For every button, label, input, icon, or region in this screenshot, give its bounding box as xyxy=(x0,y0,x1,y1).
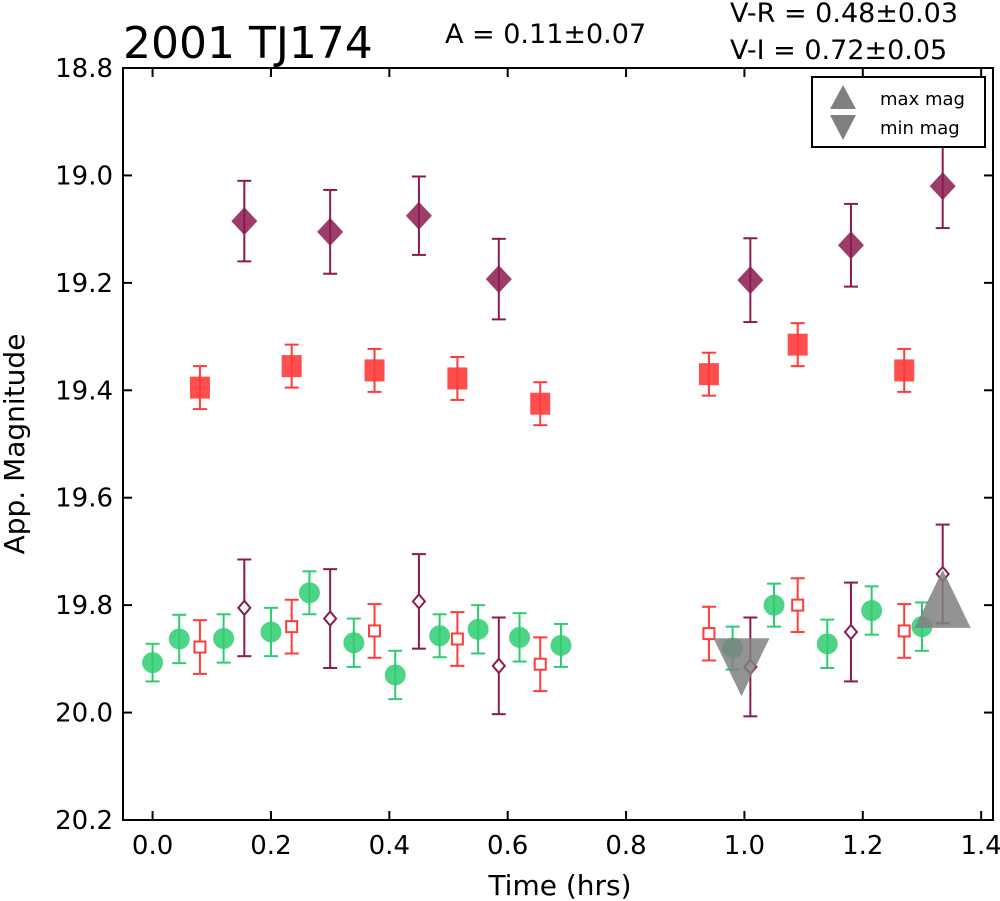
x-tick-label: 0.6 xyxy=(487,831,528,861)
x-axis-label: Time (hrs) xyxy=(487,869,631,901)
data-point-circle xyxy=(763,594,785,616)
max-mag-marker xyxy=(914,569,971,628)
data-point-square xyxy=(364,359,385,382)
y-tick-label: 19.4 xyxy=(55,376,113,406)
data-point-open-diamond xyxy=(843,623,859,641)
data-point-open-square xyxy=(368,624,382,638)
x-tick-label: 1.0 xyxy=(724,831,765,861)
legend-min-mag-marker xyxy=(830,115,856,140)
data-point-circle xyxy=(467,618,489,640)
data-point-open-diamond xyxy=(322,610,338,628)
x-tick-label: 0.4 xyxy=(369,831,410,861)
y-tick-label: 19.0 xyxy=(55,161,113,191)
data-point-circle xyxy=(429,625,451,647)
data-point-open-square xyxy=(791,598,805,612)
x-tick-label: 0.2 xyxy=(250,831,291,861)
data-point-circle xyxy=(509,626,531,648)
data-point-open-square xyxy=(533,657,547,671)
data-point-square xyxy=(787,333,808,356)
legend-max-mag-marker xyxy=(830,85,856,109)
data-point-open-diamond xyxy=(411,592,427,610)
data-point-open-square xyxy=(702,627,716,641)
data-point-circle xyxy=(861,600,883,622)
data-point-circle xyxy=(816,633,838,655)
data-point-circle xyxy=(343,632,365,654)
data-point-square xyxy=(894,359,915,382)
data-point-diamond xyxy=(485,265,512,294)
data-point-diamond xyxy=(317,217,344,246)
data-point-diamond xyxy=(405,201,432,230)
data-point-square xyxy=(189,376,210,399)
data-point-circle xyxy=(298,582,320,604)
y-tick-label: 19.6 xyxy=(55,484,113,514)
color-index-vi: V-I = 0.72±0.05 xyxy=(730,35,947,66)
data-point-open-square xyxy=(897,624,911,638)
data-point-open-square xyxy=(450,632,464,646)
data-point-circle xyxy=(260,621,282,643)
min-mag-marker xyxy=(713,638,770,697)
legend-max-mag-label: max mag xyxy=(880,89,965,110)
data-layer xyxy=(142,143,971,718)
data-point-square xyxy=(281,355,302,378)
data-point-open-diamond xyxy=(491,657,507,675)
y-tick-label: 18.8 xyxy=(55,54,113,84)
data-point-square xyxy=(698,363,719,386)
axes: 0.0 0.2 0.4 0.6 0.8 1.0 1.2 1.4 18.8 19.0 19.2 19.4… xyxy=(55,54,1000,861)
y-tick-label: 19.8 xyxy=(55,591,113,621)
y-tick-label: 19.2 xyxy=(55,269,113,299)
data-point-diamond xyxy=(231,207,258,236)
y-tick-label: 20.0 xyxy=(55,699,113,729)
data-point-open-square xyxy=(285,620,299,634)
amplitude-text: A = 0.11±0.07 xyxy=(445,19,646,50)
x-tick-label: 1.2 xyxy=(842,831,883,861)
data-point-circle xyxy=(168,628,190,650)
data-point-diamond xyxy=(737,266,764,295)
chart-title: 2001 TJ174 xyxy=(123,18,373,69)
data-point-circle xyxy=(142,652,164,674)
plot-frame xyxy=(122,67,994,821)
x-tick-label: 1.4 xyxy=(960,831,1000,861)
data-point-open-diamond xyxy=(237,599,252,617)
x-tick-label: 0.8 xyxy=(605,831,646,861)
data-point-circle xyxy=(384,664,406,686)
y-tick-label: 20.2 xyxy=(55,806,113,836)
legend-min-mag-label: min mag xyxy=(880,118,960,139)
data-point-square xyxy=(447,367,468,390)
data-point-diamond xyxy=(929,172,956,201)
data-point-square xyxy=(530,392,551,415)
legend: max mag min mag xyxy=(811,76,986,148)
color-index-vr: V-R = 0.48±0.03 xyxy=(730,0,958,29)
data-point-open-square xyxy=(193,640,207,654)
y-axis-label: App. Magnitude xyxy=(0,334,31,555)
x-tick-label: 0.0 xyxy=(132,831,173,861)
data-point-circle xyxy=(550,634,572,656)
data-point-circle xyxy=(213,627,235,649)
data-point-diamond xyxy=(837,231,864,260)
